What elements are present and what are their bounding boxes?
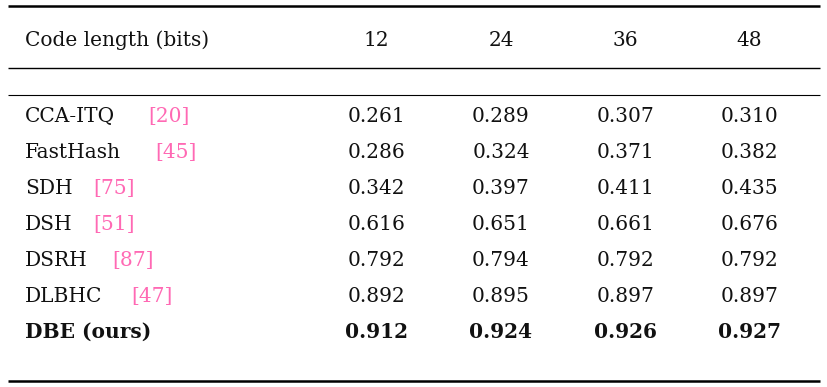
Text: [51]: [51] — [93, 214, 134, 234]
Text: 0.926: 0.926 — [593, 322, 656, 342]
Text: 0.286: 0.286 — [347, 142, 405, 162]
Text: 0.397: 0.397 — [471, 178, 529, 198]
Text: 0.661: 0.661 — [595, 214, 653, 234]
Text: DBE (ours): DBE (ours) — [25, 322, 151, 342]
Text: 0.912: 0.912 — [345, 322, 408, 342]
Text: 0.792: 0.792 — [595, 250, 653, 270]
Text: 12: 12 — [364, 31, 389, 50]
Text: 0.411: 0.411 — [595, 178, 653, 198]
Text: 0.895: 0.895 — [471, 286, 529, 306]
Text: 0.897: 0.897 — [595, 286, 653, 306]
Text: 0.792: 0.792 — [719, 250, 777, 270]
Text: [20]: [20] — [147, 106, 189, 126]
Text: 0.324: 0.324 — [471, 142, 529, 162]
Text: [47]: [47] — [131, 286, 173, 306]
Text: CCA-ITQ: CCA-ITQ — [25, 106, 115, 126]
Text: FastHash: FastHash — [25, 142, 121, 162]
Text: 24: 24 — [488, 31, 513, 50]
Text: DLBHC: DLBHC — [25, 286, 102, 306]
Text: 0.289: 0.289 — [471, 106, 529, 126]
Text: 0.897: 0.897 — [719, 286, 777, 306]
Text: 0.651: 0.651 — [471, 214, 529, 234]
Text: DSRH: DSRH — [25, 250, 88, 270]
Text: 0.676: 0.676 — [719, 214, 777, 234]
Text: 0.307: 0.307 — [595, 106, 653, 126]
Text: 0.435: 0.435 — [719, 178, 777, 198]
Text: 0.342: 0.342 — [347, 178, 405, 198]
Text: SDH: SDH — [25, 178, 73, 198]
Text: 0.382: 0.382 — [719, 142, 777, 162]
Text: 0.371: 0.371 — [595, 142, 653, 162]
Text: 0.792: 0.792 — [347, 250, 405, 270]
Text: DSH: DSH — [25, 214, 73, 234]
Text: [87]: [87] — [112, 250, 154, 270]
Text: 48: 48 — [736, 31, 761, 50]
Text: 0.892: 0.892 — [347, 286, 405, 306]
Text: 0.261: 0.261 — [347, 106, 405, 126]
Text: Code length (bits): Code length (bits) — [25, 31, 208, 50]
Text: [45]: [45] — [155, 142, 197, 162]
Text: 0.616: 0.616 — [347, 214, 405, 234]
Text: [75]: [75] — [93, 178, 134, 198]
Text: 0.310: 0.310 — [719, 106, 777, 126]
Text: 0.794: 0.794 — [471, 250, 529, 270]
Text: 36: 36 — [612, 31, 637, 50]
Text: 0.927: 0.927 — [717, 322, 780, 342]
Text: 0.924: 0.924 — [469, 322, 532, 342]
